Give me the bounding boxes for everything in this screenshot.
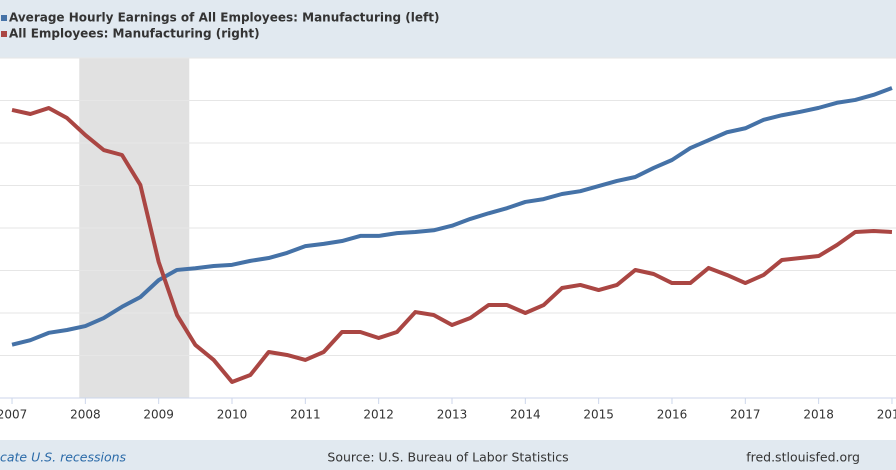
x-tick-label: 2008: [70, 408, 101, 422]
footer-band: [0, 440, 896, 470]
x-tick-label: 2018: [803, 408, 834, 422]
legend-band: [0, 0, 896, 58]
legend-swatch: [1, 15, 7, 21]
x-tick-label: 2013: [437, 408, 468, 422]
x-tick-label: 2011: [290, 408, 321, 422]
plot: 2007 2008 2009 2010 2011 2012 2013 2014 2015 2016…: [0, 11, 896, 422]
x-tick-label: 2010: [217, 408, 248, 422]
series-line: [11, 86, 893, 347]
x-tick-label: 2012: [363, 408, 394, 422]
x-tick-label: 2015: [583, 408, 614, 422]
x-tick-label: 2007: [0, 408, 27, 422]
legend-label: Average Hourly Earnings of All Employees…: [9, 11, 439, 25]
series-line: [11, 106, 893, 384]
site[interactable]: fred.stlouisfed.org: [746, 450, 860, 465]
x-tick-label: 2016: [657, 408, 688, 422]
source: Source: U.S. Bureau of Labor Statistics: [327, 450, 568, 465]
x-tick-label: 2014: [510, 408, 541, 422]
x-tick-label: 2017: [730, 408, 761, 422]
recession-note[interactable]: cate U.S. recessions: [0, 450, 127, 465]
x-tick-label: 2019: [877, 408, 896, 422]
legend-swatch: [1, 31, 7, 37]
legend-label: All Employees: Manufacturing (right): [9, 27, 260, 41]
x-tick-label: 2009: [143, 408, 174, 422]
